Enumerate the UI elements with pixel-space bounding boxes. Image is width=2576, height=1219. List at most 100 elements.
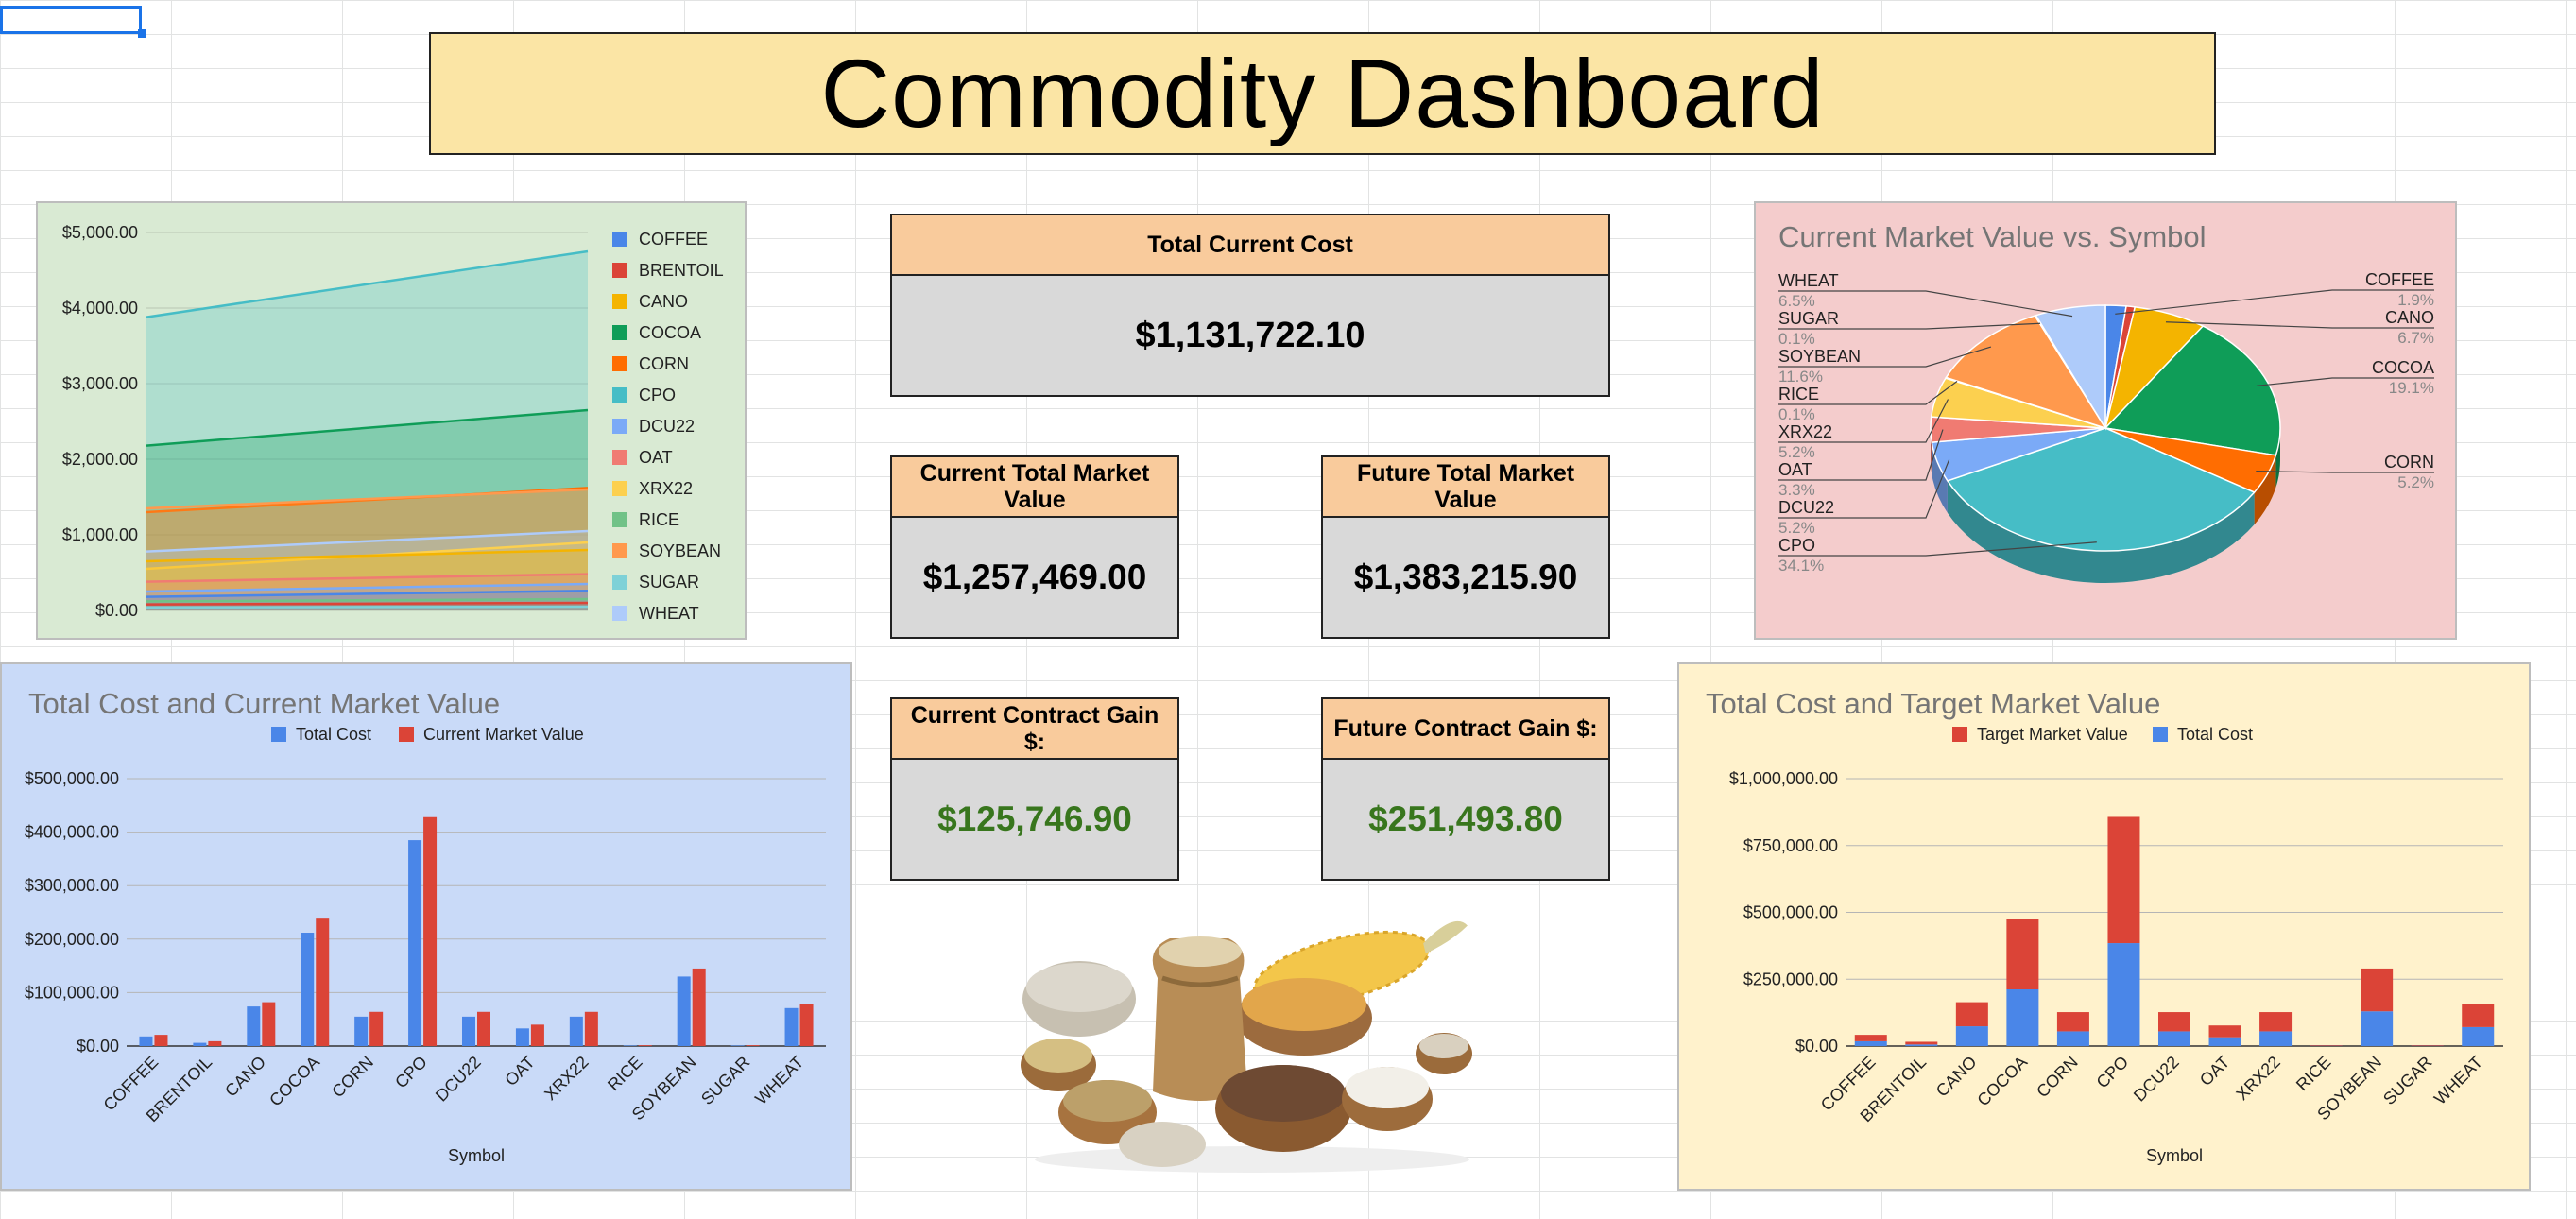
bar-total-cost (139, 1036, 153, 1046)
line-sugar (146, 605, 589, 610)
leader-line (1778, 541, 2097, 557)
legend-swatch (612, 575, 627, 590)
legend-label: Total Cost (2177, 725, 2253, 744)
legend-swatch (2153, 727, 2168, 742)
bar-target-market-value (1955, 1002, 1988, 1027)
bar-total-cost (1854, 1040, 1887, 1046)
legend-label: BRENTOIL (639, 261, 724, 280)
leader-line (1778, 399, 1949, 443)
bar-current-market-value (799, 1004, 814, 1046)
kpi-label: Future Contract Gain $: (1321, 697, 1610, 760)
y-tick-label: $100,000.00 (25, 983, 119, 1002)
stacked-bar-chart-panel[interactable]: Total Cost and Target Market Value $0.00… (1677, 662, 2531, 1191)
pie-label: COFFEE (2365, 270, 2434, 289)
leader-line (2115, 289, 2434, 315)
legend-label: Target Market Value (1977, 725, 2128, 744)
area-cpo (146, 251, 588, 610)
bar-target-market-value (2310, 1045, 2343, 1046)
y-tick-label: $1,000,000.00 (1729, 769, 1838, 788)
bar-total-cost (2259, 1031, 2293, 1046)
bar-total-cost (301, 933, 315, 1046)
pie-slice-soybean (1945, 315, 2107, 430)
legend-label: Current Market Value (423, 725, 584, 744)
bar-target-market-value (2411, 1045, 2444, 1046)
line-wheat (146, 529, 589, 553)
y-tick-label: $500,000.00 (25, 769, 119, 788)
line-cpo (146, 249, 589, 318)
dashboard-title-banner: Commodity Dashboard (429, 32, 2216, 155)
x-tick-label: CORN (2033, 1053, 2082, 1102)
bar-target-market-value (1905, 1041, 1938, 1045)
bar-total-cost (462, 1016, 475, 1046)
pie-percent: 1.9% (2397, 291, 2434, 309)
y-tick-label: $400,000.00 (25, 823, 119, 842)
future-contract-gain-card: Future Contract Gain $: $251,493.80 (1321, 697, 1610, 881)
y-tick-label: $3,000.00 (62, 374, 138, 393)
x-tick-label: RICE (604, 1053, 646, 1095)
x-tick-label: CANO (221, 1053, 269, 1101)
legend-label: SUGAR (639, 573, 699, 592)
x-axis-title: Symbol (2146, 1146, 2203, 1165)
pie-percent: 11.6% (1778, 368, 1823, 386)
pie-percent: 0.1% (1778, 330, 1815, 348)
line-cocoa (146, 408, 589, 447)
leader-line (1778, 346, 1992, 368)
area-chart-panel[interactable]: $0.00 $1,000.00 $2,000.00 $3,000.00 $4,000.0… (36, 201, 747, 640)
y-tick-label: $0.00 (77, 1037, 119, 1056)
kpi-label: Current Contract Gain $: (890, 697, 1179, 760)
legend-label: DCU22 (639, 417, 695, 436)
pie-side-corn (2254, 455, 2276, 525)
area-chart: $0.00 $1,000.00 $2,000.00 $3,000.00 $4,000.0… (62, 223, 724, 623)
legend-swatch (612, 387, 627, 403)
grouped-bar-chart-panel[interactable]: Total Cost and Current Market Value $0.0… (0, 662, 852, 1191)
legend-label: SOYBEAN (639, 541, 721, 560)
leader-line (2165, 321, 2434, 329)
pie-percent: 6.7% (2397, 329, 2434, 347)
legend-label: XRX22 (639, 479, 693, 498)
bar-current-market-value (638, 1045, 652, 1046)
pie-label: CANO (2385, 308, 2434, 327)
y-tick-label: $0.00 (95, 601, 138, 620)
grouped-bar-chart: $0.00 $100,000.00 $200,000.00 $300,000.00 $4… (25, 725, 826, 1165)
bar-total-cost (730, 1045, 745, 1046)
bar-current-market-value (262, 1002, 276, 1046)
line-cano (146, 548, 589, 563)
current-total-market-value-card: Current Total Market Value $1,257,469.00 (890, 455, 1179, 639)
legend-label: WHEAT (639, 604, 699, 623)
fill-handle[interactable] (138, 29, 146, 38)
x-tick-label: WHEAT (751, 1053, 807, 1108)
leader-line (1778, 381, 1958, 405)
pie-chart-panel[interactable]: Current Market Value vs. Symbol WHEAT 6.5… (1754, 201, 2457, 640)
legend-swatch (612, 325, 627, 340)
legend-label: CANO (639, 292, 688, 311)
cell-selection-cursor[interactable] (0, 6, 142, 34)
legend-label: CPO (639, 386, 676, 404)
bar-target-market-value (1854, 1035, 1887, 1041)
bar-current-market-value (692, 968, 706, 1046)
pie-side-cpo (1947, 480, 2255, 584)
leader-line (1778, 459, 1950, 519)
stacked-bar-chart: $0.00 $250,000.00 $500,000.00 $750,000.00 $1… (1729, 725, 2503, 1165)
kpi-label: Current Total Market Value (890, 455, 1179, 518)
line-coffee (146, 589, 589, 598)
legend-label: COCOA (639, 323, 701, 342)
dashboard-title: Commodity Dashboard (820, 39, 1825, 147)
y-tick-label: $2,000.00 (62, 450, 138, 469)
bar-current-market-value (530, 1024, 544, 1046)
bar-current-market-value (584, 1011, 598, 1046)
pie-side-dcu22 (1932, 442, 1948, 513)
pie-percent: 3.3% (1778, 481, 1815, 499)
line-soybean (146, 488, 589, 510)
kpi-value: $1,257,469.00 (890, 518, 1179, 639)
future-total-market-value-card: Future Total Market Value $1,383,215.90 (1321, 455, 1610, 639)
bar-total-cost (677, 976, 691, 1046)
current-contract-gain-card: Current Contract Gain $: $125,746.90 (890, 697, 1179, 881)
x-tick-label: OAT (501, 1053, 538, 1090)
bar-total-cost (2462, 1026, 2495, 1046)
y-tick-label: $300,000.00 (25, 876, 119, 895)
bar-current-market-value (746, 1045, 760, 1046)
chart-title: Total Cost and Target Market Value (1706, 687, 2161, 720)
legend-label: CORN (639, 354, 689, 373)
kpi-value: $251,493.80 (1321, 760, 1610, 881)
bar-target-market-value (2158, 1012, 2190, 1032)
